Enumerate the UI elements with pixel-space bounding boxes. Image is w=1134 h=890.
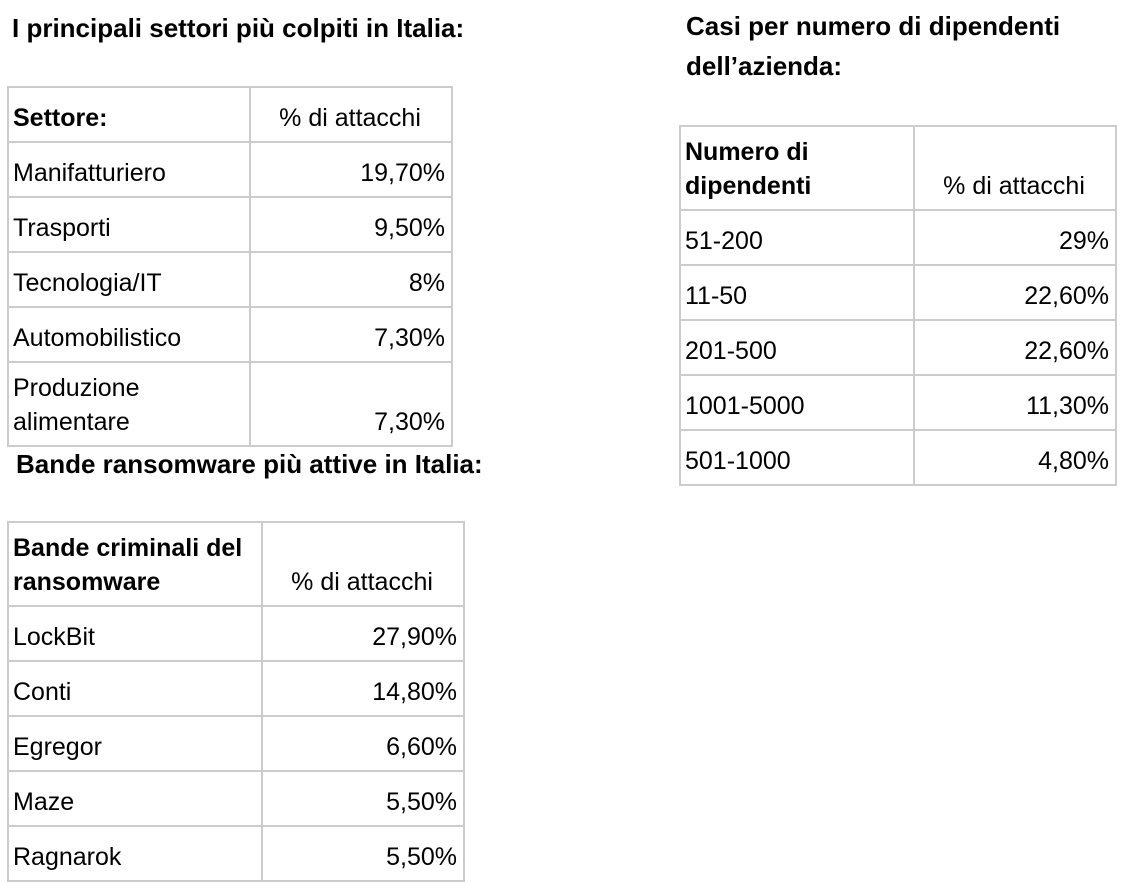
employees-label: 51-200 <box>678 209 916 266</box>
sector-label: Trasporti <box>6 196 252 253</box>
table-row: Trasporti 9,50% <box>6 196 453 253</box>
table-row: LockBit 27,90% <box>6 605 465 662</box>
column-header-percent: % di attacchi <box>249 86 453 143</box>
table-row: Ragnarok 5,50% <box>6 825 465 882</box>
sector-label: Manifatturiero <box>6 141 252 198</box>
employees-value: 4,80% <box>913 429 1117 486</box>
gang-value: 6,60% <box>261 715 465 772</box>
column-header-percent: % di attacchi <box>261 521 465 607</box>
sector-label: Automobilistico <box>6 306 252 363</box>
employees-table: Numero di dipendenti % di attacchi 51-20… <box>678 125 1117 486</box>
table-header-row: Bande criminali del ransomware % di atta… <box>6 521 465 607</box>
table-row: 201-500 22,60% <box>678 319 1117 376</box>
gang-value: 14,80% <box>261 660 465 717</box>
gang-label: Conti <box>6 660 264 717</box>
table-row: Conti 14,80% <box>6 660 465 717</box>
table-row: Produzione alimentare 7,30% <box>6 361 453 447</box>
gang-label: LockBit <box>6 605 264 662</box>
gang-label: Maze <box>6 770 264 827</box>
column-header-sector: Settore: <box>6 86 252 143</box>
column-header-employees: Numero di dipendenti <box>678 125 916 211</box>
employees-value: 22,60% <box>913 264 1117 321</box>
sector-label: Tecnologia/IT <box>6 251 252 308</box>
employees-title: Casi per numero di dipendenti dell’azien… <box>686 11 1061 81</box>
gang-value: 5,50% <box>261 770 465 827</box>
sector-value: 19,70% <box>249 141 453 198</box>
sectors-table: Settore: % di attacchi Manifatturiero 19… <box>6 86 453 447</box>
table-header-row: Settore: % di attacchi <box>6 86 453 143</box>
table-row: 11-50 22,60% <box>678 264 1117 321</box>
sector-value: 8% <box>249 251 453 308</box>
table-row: 51-200 29% <box>678 209 1117 266</box>
sectors-title: I principali settori più colpiti in Ital… <box>12 13 465 43</box>
employees-value: 29% <box>913 209 1117 266</box>
employees-label: 11-50 <box>678 264 916 321</box>
column-header-gang: Bande criminali del ransomware <box>6 521 264 607</box>
sector-value: 7,30% <box>249 306 453 363</box>
employees-label: 1001-5000 <box>678 374 916 431</box>
sector-label: Produzione alimentare <box>6 361 252 447</box>
gang-value: 27,90% <box>261 605 465 662</box>
employees-value: 22,60% <box>913 319 1117 376</box>
table-row: Tecnologia/IT 8% <box>6 251 453 308</box>
gang-label: Ragnarok <box>6 825 264 882</box>
gangs-table: Bande criminali del ransomware % di atta… <box>6 521 465 882</box>
table-row: Manifatturiero 19,70% <box>6 141 453 198</box>
employees-value: 11,30% <box>913 374 1117 431</box>
table-row: 1001-5000 11,30% <box>678 374 1117 431</box>
table-row: Automobilistico 7,30% <box>6 306 453 363</box>
gangs-title: Bande ransomware più attive in Italia: <box>16 449 483 479</box>
employees-label: 501-1000 <box>678 429 916 486</box>
sector-value: 9,50% <box>249 196 453 253</box>
gang-label: Egregor <box>6 715 264 772</box>
table-header-row: Numero di dipendenti % di attacchi <box>678 125 1117 211</box>
sector-value: 7,30% <box>249 361 453 447</box>
column-header-percent: % di attacchi <box>913 125 1117 211</box>
employees-label: 201-500 <box>678 319 916 376</box>
table-row: 501-1000 4,80% <box>678 429 1117 486</box>
gang-value: 5,50% <box>261 825 465 882</box>
table-row: Egregor 6,60% <box>6 715 465 772</box>
table-row: Maze 5,50% <box>6 770 465 827</box>
